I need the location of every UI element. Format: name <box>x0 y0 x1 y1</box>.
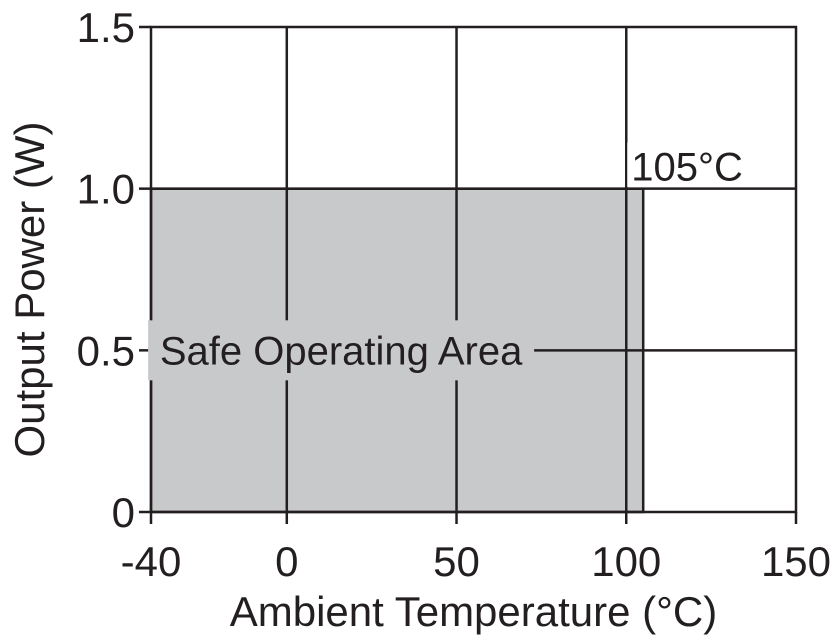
y-tick-label: 1.0 <box>77 166 135 213</box>
x-axis-title: Ambient Temperature (°C) <box>230 588 718 635</box>
y-tick-label: 0 <box>112 489 135 536</box>
y-tick-label: 1.5 <box>77 4 135 51</box>
derating-temp-label: 105°C <box>631 146 743 190</box>
x-tick-label: 150 <box>761 538 830 585</box>
plot-frame <box>149 25 798 514</box>
y-tick-label: 0.5 <box>77 327 135 374</box>
x-tick-label: 50 <box>433 538 480 585</box>
x-tick-label: 0 <box>275 538 298 585</box>
area-label-background <box>148 320 535 381</box>
safe-area-label: Safe Operating Area <box>160 329 523 373</box>
x-tick-label: 100 <box>591 538 661 585</box>
annotations-layer: Safe Operating Area 105°C <box>148 142 752 381</box>
x-tick-label: -40 <box>121 538 182 585</box>
y-axis-title: Output Power (W) <box>6 121 53 457</box>
temp-label-background <box>627 142 752 187</box>
